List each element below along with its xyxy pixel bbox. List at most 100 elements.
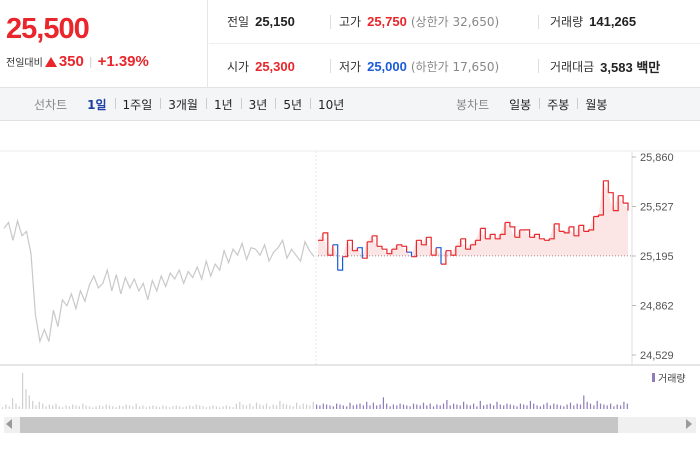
volume-bar	[309, 405, 311, 409]
volume-value: 141,265	[589, 14, 637, 29]
volume-bar	[245, 405, 248, 409]
current-day-price-segment	[445, 250, 452, 256]
volume-bar	[496, 401, 498, 409]
volume-bar	[319, 405, 321, 409]
volume-bar	[432, 406, 435, 409]
volume-bar	[356, 404, 358, 409]
current-day-price-segment	[534, 233, 540, 239]
volume-bar	[269, 406, 271, 409]
volume-bar	[165, 406, 167, 409]
tab-weekly-candle[interactable]: 주봉	[539, 96, 577, 113]
volume-bar	[292, 406, 294, 409]
change-label: 전일대비	[6, 58, 43, 69]
volume-bar	[616, 404, 618, 409]
volume-bar	[326, 404, 328, 409]
tab-3-years[interactable]: 3년	[240, 96, 276, 113]
volume-bar	[102, 406, 104, 409]
volume-bar	[128, 405, 131, 409]
current-day-price-segment	[406, 251, 413, 257]
tab-1-week[interactable]: 1주일	[114, 96, 161, 113]
tab-1-day[interactable]: 1일	[87, 98, 107, 112]
current-day-price-segment	[332, 244, 339, 271]
volume-bar	[459, 405, 461, 409]
volume-bar	[15, 403, 17, 409]
volume-bar	[473, 403, 475, 409]
volume-bar	[583, 395, 585, 409]
scroll-left-arrow-icon[interactable]	[6, 419, 12, 429]
volume-bar	[235, 403, 237, 409]
current-day-price-segment	[549, 223, 555, 240]
volume-bar	[219, 407, 221, 409]
volume-bar	[563, 406, 565, 409]
tab-3-months[interactable]: 3개월	[160, 96, 206, 113]
current-day-price-segment	[357, 247, 363, 259]
volume-bar	[516, 406, 518, 409]
current-day-price-segment	[372, 235, 378, 247]
volume-bar	[155, 406, 157, 409]
volume-bar	[349, 402, 351, 409]
current-day-price-segment	[603, 180, 609, 193]
volume-bar	[2, 407, 4, 409]
volume-bar	[212, 405, 214, 409]
volume-bar	[442, 403, 445, 409]
volume-bar	[329, 405, 331, 409]
chart-scrollbar[interactable]	[0, 411, 700, 438]
current-day-price-segment	[529, 234, 536, 238]
volume-bar	[265, 403, 268, 409]
volume-bar	[469, 405, 471, 409]
tab-daily-candle[interactable]: 일봉	[509, 98, 532, 112]
volume-bar	[42, 403, 44, 409]
current-day-price-segment	[337, 256, 344, 271]
volume-bar	[392, 404, 394, 409]
current-day-price-segment	[426, 236, 432, 256]
line-chart-tabs: 선차트 1일 1주일 3개월 1년 3년 5년 10년	[34, 88, 352, 121]
current-day-price-segment	[401, 245, 408, 253]
volume-bar	[182, 407, 184, 409]
up-triangle-icon	[44, 56, 57, 67]
price-change: 전일대비 350 | +1.39%	[6, 53, 149, 70]
volume-bar	[366, 401, 368, 409]
current-day-price-segment	[573, 225, 580, 237]
scrollbar-thumb[interactable]	[20, 417, 618, 433]
scroll-right-arrow-icon[interactable]	[686, 419, 692, 429]
volume-bar	[486, 404, 488, 409]
volume-bar	[352, 405, 354, 409]
volume-bar	[45, 406, 47, 409]
volume-bar	[12, 398, 14, 409]
volume-bar	[242, 404, 244, 409]
volume-bar	[312, 401, 314, 409]
tab-10-years[interactable]: 10년	[310, 96, 352, 113]
volume-bar	[506, 403, 508, 409]
volume-bar	[252, 406, 254, 409]
volume-bar	[68, 406, 70, 409]
info-row-2: 시가 25,300 저가 25,000 (하한가 17,650) 거래대금 3,…	[209, 44, 700, 88]
price-area-fill	[318, 180, 628, 256]
volume-bar	[389, 406, 391, 409]
current-day-price-segment	[441, 250, 447, 265]
divider	[330, 14, 331, 29]
current-day-price-segment	[327, 244, 334, 256]
volume-bar	[613, 406, 615, 409]
volume-bar	[152, 405, 154, 409]
volume-bar	[493, 405, 495, 409]
tab-monthly-candle[interactable]: 월봉	[577, 96, 615, 113]
volume-bar	[115, 407, 117, 409]
current-day-price-segment	[421, 237, 427, 246]
volume-bar	[322, 403, 324, 409]
volume-bar	[108, 405, 111, 409]
volume-bar	[142, 405, 144, 409]
volume-bar	[386, 403, 388, 409]
tab-5-years[interactable]: 5년	[275, 96, 310, 113]
current-day-price-segment	[318, 232, 324, 241]
volume-bar	[135, 403, 137, 409]
volume-bar	[192, 406, 194, 409]
volume-bar	[95, 406, 97, 409]
trade-amount-label: 거래대금	[550, 59, 595, 74]
price-chart: 25,860 25,527 25,195 24,862 24,529 거래량	[0, 121, 700, 411]
current-day-price-segment	[578, 224, 585, 232]
volume-bars	[2, 373, 628, 409]
volume-bar	[78, 406, 80, 409]
tab-1-year[interactable]: 1년	[205, 96, 241, 113]
y-tick-label: 25,527	[640, 202, 674, 214]
volume-bar	[543, 404, 545, 409]
